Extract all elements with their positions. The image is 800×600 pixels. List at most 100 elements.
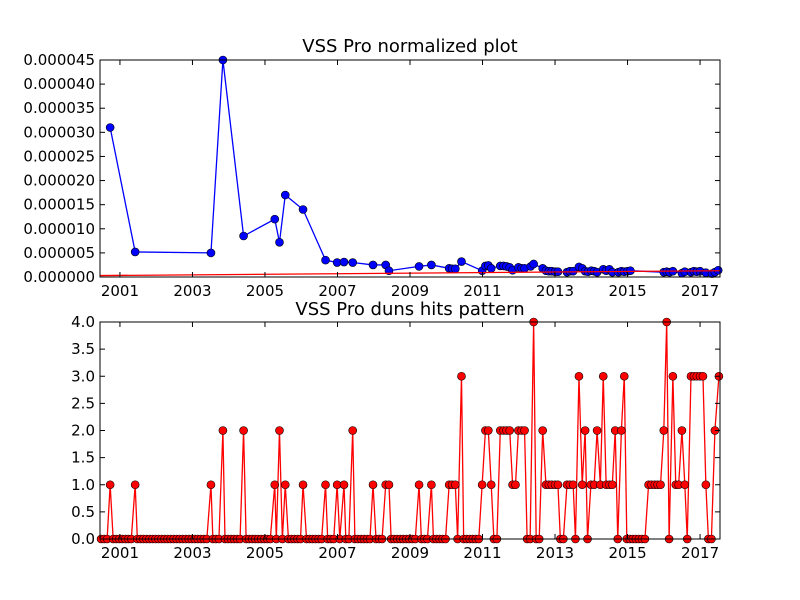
bottom-data-point <box>131 481 139 489</box>
bottom-data-point <box>281 481 289 489</box>
top-data-point <box>530 260 538 268</box>
bottom-data-point <box>599 372 607 380</box>
bottom-data-point <box>581 427 589 435</box>
bottom-data-point <box>106 481 114 489</box>
bottom-x-tick-label: 2009 <box>391 544 429 562</box>
bottom-x-tick-label: 2017 <box>681 544 719 562</box>
bottom-data-point <box>487 481 495 489</box>
top-x-tick-label: 2009 <box>391 282 429 300</box>
bottom-x-tick-label: 2005 <box>246 544 284 562</box>
bottom-data-point <box>669 372 677 380</box>
bottom-data-point <box>657 481 665 489</box>
bottom-data-point <box>554 481 562 489</box>
bottom-x-tick-label: 2003 <box>173 544 211 562</box>
top-y-tick-label: 0.000020 <box>23 172 95 190</box>
top-y-tick-label: 0.000000 <box>23 268 95 286</box>
bottom-data-point <box>620 372 628 380</box>
top-y-tick-label: 0.000005 <box>23 244 95 262</box>
top-x-tick-label: 2005 <box>246 282 284 300</box>
top-x-tick-label: 2003 <box>173 282 211 300</box>
bottom-data-point <box>678 427 686 435</box>
bottom-data-point <box>593 427 601 435</box>
bottom-data-point <box>457 372 465 380</box>
bottom-data-point <box>275 427 283 435</box>
bottom-chart-title: VSS Pro duns hits pattern <box>295 299 524 320</box>
bottom-x-tick-label: 2007 <box>318 544 356 562</box>
bottom-data-point <box>569 481 577 489</box>
bottom-data-point <box>385 481 393 489</box>
top-x-tick-label: 2011 <box>463 282 501 300</box>
top-data-point <box>415 262 423 270</box>
top-y-tick-label: 0.000015 <box>23 196 95 214</box>
bottom-data-point <box>608 481 616 489</box>
bottom-data-point <box>271 481 279 489</box>
bottom-y-tick-label: 3.5 <box>71 340 95 358</box>
top-data-point <box>281 191 289 199</box>
bottom-data-point <box>681 481 689 489</box>
bottom-y-tick-label: 1.5 <box>71 449 95 467</box>
top-data-point <box>207 249 215 257</box>
top-x-tick-label: 2013 <box>536 282 574 300</box>
top-data-point <box>131 248 139 256</box>
top-data-point <box>340 258 348 266</box>
bottom-data-point <box>322 481 330 489</box>
bottom-data-point <box>207 481 215 489</box>
top-data-point <box>322 256 330 264</box>
bottom-data-point <box>617 427 625 435</box>
bottom-y-tick-label: 3.0 <box>71 367 95 385</box>
bottom-data-point <box>578 481 586 489</box>
top-y-tick-label: 0.000025 <box>23 147 95 165</box>
bottom-data-point <box>240 427 248 435</box>
bottom-data-point <box>660 427 668 435</box>
bottom-x-tick-label: 2015 <box>608 544 646 562</box>
top-y-tick-label: 0.000045 <box>23 51 95 69</box>
bottom-data-point <box>702 481 710 489</box>
bottom-data-point <box>575 372 583 380</box>
top-x-tick-label: 2007 <box>318 282 356 300</box>
top-y-tick-label: 0.000030 <box>23 123 95 141</box>
top-data-point <box>487 264 495 272</box>
bottom-data-point <box>340 481 348 489</box>
top-y-tick-label: 0.000035 <box>23 99 95 117</box>
bottom-data-point <box>299 481 307 489</box>
top-x-tick-label: 2017 <box>681 282 719 300</box>
top-chart-title: VSS Pro normalized plot <box>302 36 517 57</box>
top-data-point <box>349 259 357 267</box>
bottom-data-point <box>512 481 520 489</box>
top-data-point <box>299 205 307 213</box>
bottom-data-point <box>478 481 486 489</box>
bottom-x-tick-label: 2011 <box>463 544 501 562</box>
bottom-y-tick-label: 0.5 <box>71 503 95 521</box>
bottom-data-point <box>484 427 492 435</box>
bottom-y-tick-label: 2.0 <box>71 422 95 440</box>
bottom-y-tick-label: 2.5 <box>71 394 95 412</box>
bottom-data-point <box>539 427 547 435</box>
bottom-data-point <box>521 427 529 435</box>
top-data-point <box>271 215 279 223</box>
bottom-data-point <box>506 427 514 435</box>
top-x-tick-label: 2015 <box>608 282 646 300</box>
bottom-data-point <box>427 481 435 489</box>
bottom-data-point <box>415 481 423 489</box>
bottom-y-tick-label: 1.0 <box>71 476 95 494</box>
top-x-tick-label: 2001 <box>101 282 139 300</box>
top-y-tick-label: 0.000010 <box>23 220 95 238</box>
bottom-data-point <box>349 427 357 435</box>
bottom-x-tick-label: 2001 <box>101 544 139 562</box>
top-data-point <box>427 261 435 269</box>
bottom-data-point <box>451 481 459 489</box>
bottom-x-tick-label: 2013 <box>536 544 574 562</box>
top-data-point <box>451 265 459 273</box>
top-data-point <box>369 261 377 269</box>
bottom-data-point <box>369 481 377 489</box>
bottom-y-tick-label: 0.0 <box>71 530 95 548</box>
top-data-point <box>240 232 248 240</box>
top-data-point <box>275 238 283 246</box>
top-y-tick-label: 0.000040 <box>23 75 95 93</box>
top-data-point <box>457 258 465 266</box>
top-data-point <box>106 124 114 132</box>
bottom-data-point <box>219 427 227 435</box>
bottom-y-tick-label: 4.0 <box>71 313 95 331</box>
bottom-data-point <box>699 372 707 380</box>
